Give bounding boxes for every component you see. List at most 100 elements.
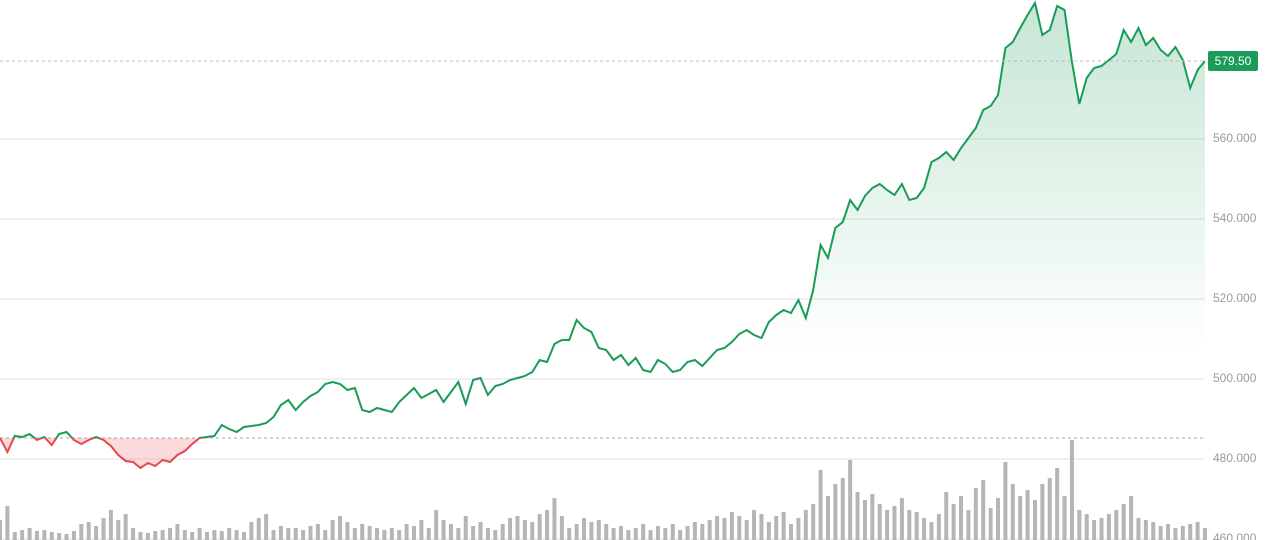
volume-bar: [360, 524, 365, 540]
volume-bar: [789, 524, 794, 540]
volume-bar: [988, 508, 993, 540]
current-price-box: [1208, 51, 1258, 71]
volume-bar: [951, 504, 956, 540]
volume-bar: [692, 522, 697, 540]
volume-bar: [278, 526, 283, 540]
volume-bar: [1158, 526, 1163, 540]
volume-bar: [840, 478, 845, 540]
volume-bar: [582, 518, 587, 540]
volume-bar: [204, 532, 209, 540]
volume-bar: [981, 480, 986, 540]
volume-bar: [855, 492, 860, 540]
volume-bar: [323, 530, 328, 540]
volume-bar: [781, 512, 786, 540]
volume-bar: [522, 520, 527, 540]
volume-bar: [973, 488, 978, 540]
volume-bar: [966, 510, 971, 540]
volume-bar: [352, 528, 357, 540]
volume-bar: [168, 528, 173, 540]
volume-bar: [892, 506, 897, 540]
volume-bar: [1136, 518, 1141, 540]
volume-bar: [766, 522, 771, 540]
volume-bar: [375, 528, 380, 540]
volume-bar: [301, 530, 306, 540]
volume-bar: [515, 516, 520, 540]
volume-bar: [315, 524, 320, 540]
volume-bar: [12, 532, 17, 540]
volume-bar: [42, 530, 47, 540]
volume-bar: [1018, 496, 1023, 540]
volume-bar: [79, 524, 84, 540]
volume-bar: [345, 522, 350, 540]
y-tick-label: 540.000: [1213, 211, 1257, 225]
volume-bar: [382, 530, 387, 540]
volume-bar: [877, 504, 882, 540]
volume-bar: [922, 518, 927, 540]
volume-bar: [463, 516, 468, 540]
volume-bar: [1129, 496, 1134, 540]
volume-bar: [153, 531, 158, 540]
volume-bar: [20, 530, 25, 540]
volume-bar: [94, 526, 99, 540]
volume-bar: [49, 532, 54, 540]
volume-bar: [101, 518, 106, 540]
volume-bar: [138, 532, 143, 540]
volume-bar: [116, 520, 121, 540]
volume-bar: [1114, 510, 1119, 540]
volume-bar: [914, 512, 919, 540]
volume-bar: [27, 528, 32, 540]
volume-bar: [234, 530, 239, 540]
volume-bar: [1099, 518, 1104, 540]
volume-bar: [818, 470, 823, 540]
volume-bar: [175, 524, 180, 540]
volume-bar: [752, 510, 757, 540]
volume-bar: [936, 514, 941, 540]
volume-bar: [1106, 514, 1111, 540]
volume-bar: [803, 510, 808, 540]
volume-bar: [182, 530, 187, 540]
volume-bar: [64, 534, 69, 540]
volume-bar: [308, 526, 313, 540]
volume-bar: [1069, 440, 1074, 540]
volume-bar: [1092, 520, 1097, 540]
volume-bar: [685, 526, 690, 540]
volume-bar: [833, 484, 838, 540]
volume-bar: [86, 522, 91, 540]
volume-bar: [485, 528, 490, 540]
volume-bar: [330, 520, 335, 540]
volume-bar: [426, 528, 431, 540]
volume-bar: [648, 530, 653, 540]
volume-bar: [944, 492, 949, 540]
volume-bar: [899, 498, 904, 540]
volume-bar: [1010, 484, 1015, 540]
volume-bar: [663, 528, 668, 540]
volume-bar: [737, 516, 742, 540]
volume-bar: [811, 504, 816, 540]
volume-bar: [744, 520, 749, 540]
volume-bar: [1188, 524, 1193, 540]
volume-bar: [434, 510, 439, 540]
volume-bar: [604, 524, 609, 540]
volume-bar: [567, 528, 572, 540]
volume-bar: [5, 506, 10, 540]
volume-bar: [537, 514, 542, 540]
volume-bar: [397, 530, 402, 540]
volume-bar: [1121, 504, 1126, 540]
volume-bar: [264, 514, 269, 540]
volume-bar: [1195, 522, 1200, 540]
volume-bar: [197, 528, 202, 540]
area-down: [0, 438, 1205, 468]
current-price-label: 579.50: [1215, 54, 1252, 68]
volume-bar: [1203, 528, 1207, 540]
volume-bar: [545, 510, 550, 540]
volume-bar: [596, 520, 601, 540]
volume-bar: [57, 533, 62, 540]
volume-bar: [441, 520, 446, 540]
volume-bar: [478, 522, 483, 540]
volume-bar: [641, 524, 646, 540]
volume-bar: [574, 524, 579, 540]
volume-bar: [500, 524, 505, 540]
volume-bar: [508, 518, 513, 540]
area-up: [0, 3, 1205, 438]
volume-bar: [1040, 484, 1045, 540]
